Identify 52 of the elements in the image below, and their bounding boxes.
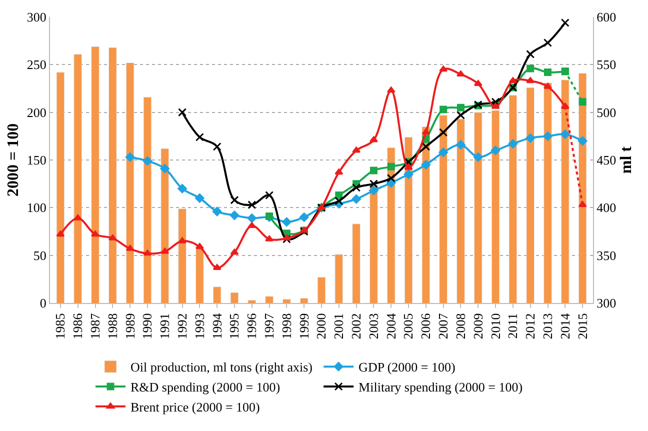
y-tick-label: 100	[26, 200, 46, 216]
y-tick-label: 50	[33, 248, 46, 263]
y-axis-title: 2000 = 100	[4, 123, 22, 197]
y-tick-label: 250	[26, 57, 46, 72]
y2-tick-label: 600	[596, 10, 616, 25]
x-tick-label: 1998	[278, 313, 294, 340]
legend-label: Brent price (2000 = 100)	[130, 399, 260, 414]
x-tick-label: 2005	[400, 313, 416, 340]
x-tick-label: 2014	[557, 312, 572, 340]
x-tick-label: 1999	[296, 313, 312, 340]
x-tick-label: 1994	[209, 312, 224, 340]
y2-tick-label: 400	[596, 200, 616, 216]
x-tick-label: 1995	[226, 313, 242, 340]
x-tick-label: 2009	[470, 313, 486, 340]
legend-label: GDP (2000 = 100)	[358, 360, 456, 375]
x-tick-label: 1990	[140, 313, 155, 340]
x-tick-label: 1989	[122, 313, 138, 340]
y2-tick-label: 450	[596, 152, 616, 168]
x-tick-label: 2010	[488, 313, 503, 340]
x-tick-label: 1996	[244, 312, 260, 340]
x-tick-label: 2013	[540, 313, 555, 340]
x-tick-label: 2015	[574, 313, 590, 340]
x-tick-label: 1997	[262, 312, 277, 340]
x-tick-label: 2011	[505, 313, 520, 339]
legend-label: Oil production, ml tons (right axis)	[130, 360, 312, 375]
x-tick-label: 2003	[366, 313, 381, 340]
x-tick-label: 2007	[436, 312, 451, 340]
x-tick-label: 1988	[104, 313, 120, 340]
x-tick-label: 1991	[157, 313, 172, 340]
x-tick-label: 2002	[348, 313, 364, 340]
x-tick-label: 2008	[452, 313, 468, 340]
y2-tick-label: 500	[596, 104, 616, 120]
legend-label: Military spending (2000 = 100)	[358, 380, 523, 395]
x-tick-label: 1993	[192, 313, 207, 340]
x-tick-label: 1985	[52, 313, 68, 340]
legend-label: R&D spending (2000 = 100)	[130, 380, 280, 395]
y-tick-label: 150	[26, 152, 46, 168]
x-tick-label: 2006	[418, 312, 434, 340]
x-tick-label: 2004	[383, 312, 398, 340]
x-tick-label: 2001	[331, 313, 346, 340]
y2-tick-label: 300	[596, 296, 616, 311]
x-tick-label: 1986	[70, 312, 86, 340]
y-tick-label: 0	[40, 296, 46, 311]
y2-tick-label: 550	[596, 57, 616, 72]
y-tick-label: 300	[26, 10, 46, 25]
x-tick-label: 1987	[87, 312, 102, 340]
x-tick-label: 2012	[522, 313, 538, 340]
x-tick-label: 2000	[314, 313, 329, 340]
y2-axis-title: ml t	[618, 146, 635, 174]
y-tick-label: 200	[26, 104, 46, 120]
x-tick-label: 1992	[174, 313, 190, 340]
y2-tick-label: 350	[596, 248, 616, 263]
